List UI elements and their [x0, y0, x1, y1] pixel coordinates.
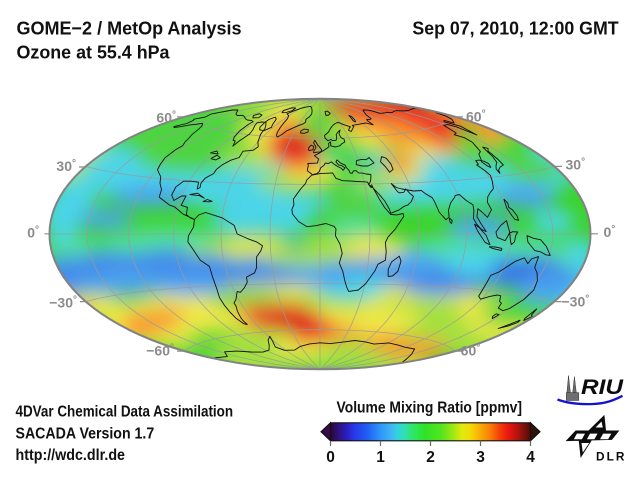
svg-text:60°: 60°: [156, 109, 176, 125]
svg-text:1: 1: [376, 449, 385, 466]
svg-text:4: 4: [526, 449, 535, 466]
svg-text:−60°: −60°: [146, 342, 174, 358]
svg-text:Ozone at 55.4 hPa: Ozone at 55.4 hPa: [17, 42, 171, 63]
svg-text:−30°: −30°: [49, 294, 77, 310]
svg-text:3: 3: [476, 449, 485, 466]
svg-text:−60°: −60°: [453, 342, 481, 358]
svg-text:http://wdc.dlr.de: http://wdc.dlr.de: [16, 447, 126, 464]
svg-text:Volume Mixing Ratio [ppmv]: Volume Mixing Ratio [ppmv]: [337, 399, 523, 416]
svg-text:30°: 30°: [56, 158, 76, 174]
svg-text:Sep 07, 2010, 12:00 GMT: Sep 07, 2010, 12:00 GMT: [412, 18, 619, 39]
svg-text:−30°: −30°: [562, 293, 590, 309]
svg-text:0: 0: [326, 449, 335, 466]
svg-text:SACADA Version 1.7: SACADA Version 1.7: [16, 426, 155, 443]
svg-text:60°: 60°: [466, 109, 486, 125]
svg-text:4DVar Chemical Data Assimilati: 4DVar Chemical Data Assimilation: [16, 403, 234, 420]
svg-text:30°: 30°: [566, 157, 586, 173]
svg-text:2: 2: [426, 449, 435, 466]
svg-text:RIU: RIU: [581, 375, 624, 399]
svg-text:GOME−2 / MetOp Analysis: GOME−2 / MetOp Analysis: [17, 17, 242, 38]
svg-text:DLR: DLR: [596, 450, 627, 464]
svg-text:0°: 0°: [604, 224, 616, 240]
svg-text:0°: 0°: [27, 225, 39, 241]
